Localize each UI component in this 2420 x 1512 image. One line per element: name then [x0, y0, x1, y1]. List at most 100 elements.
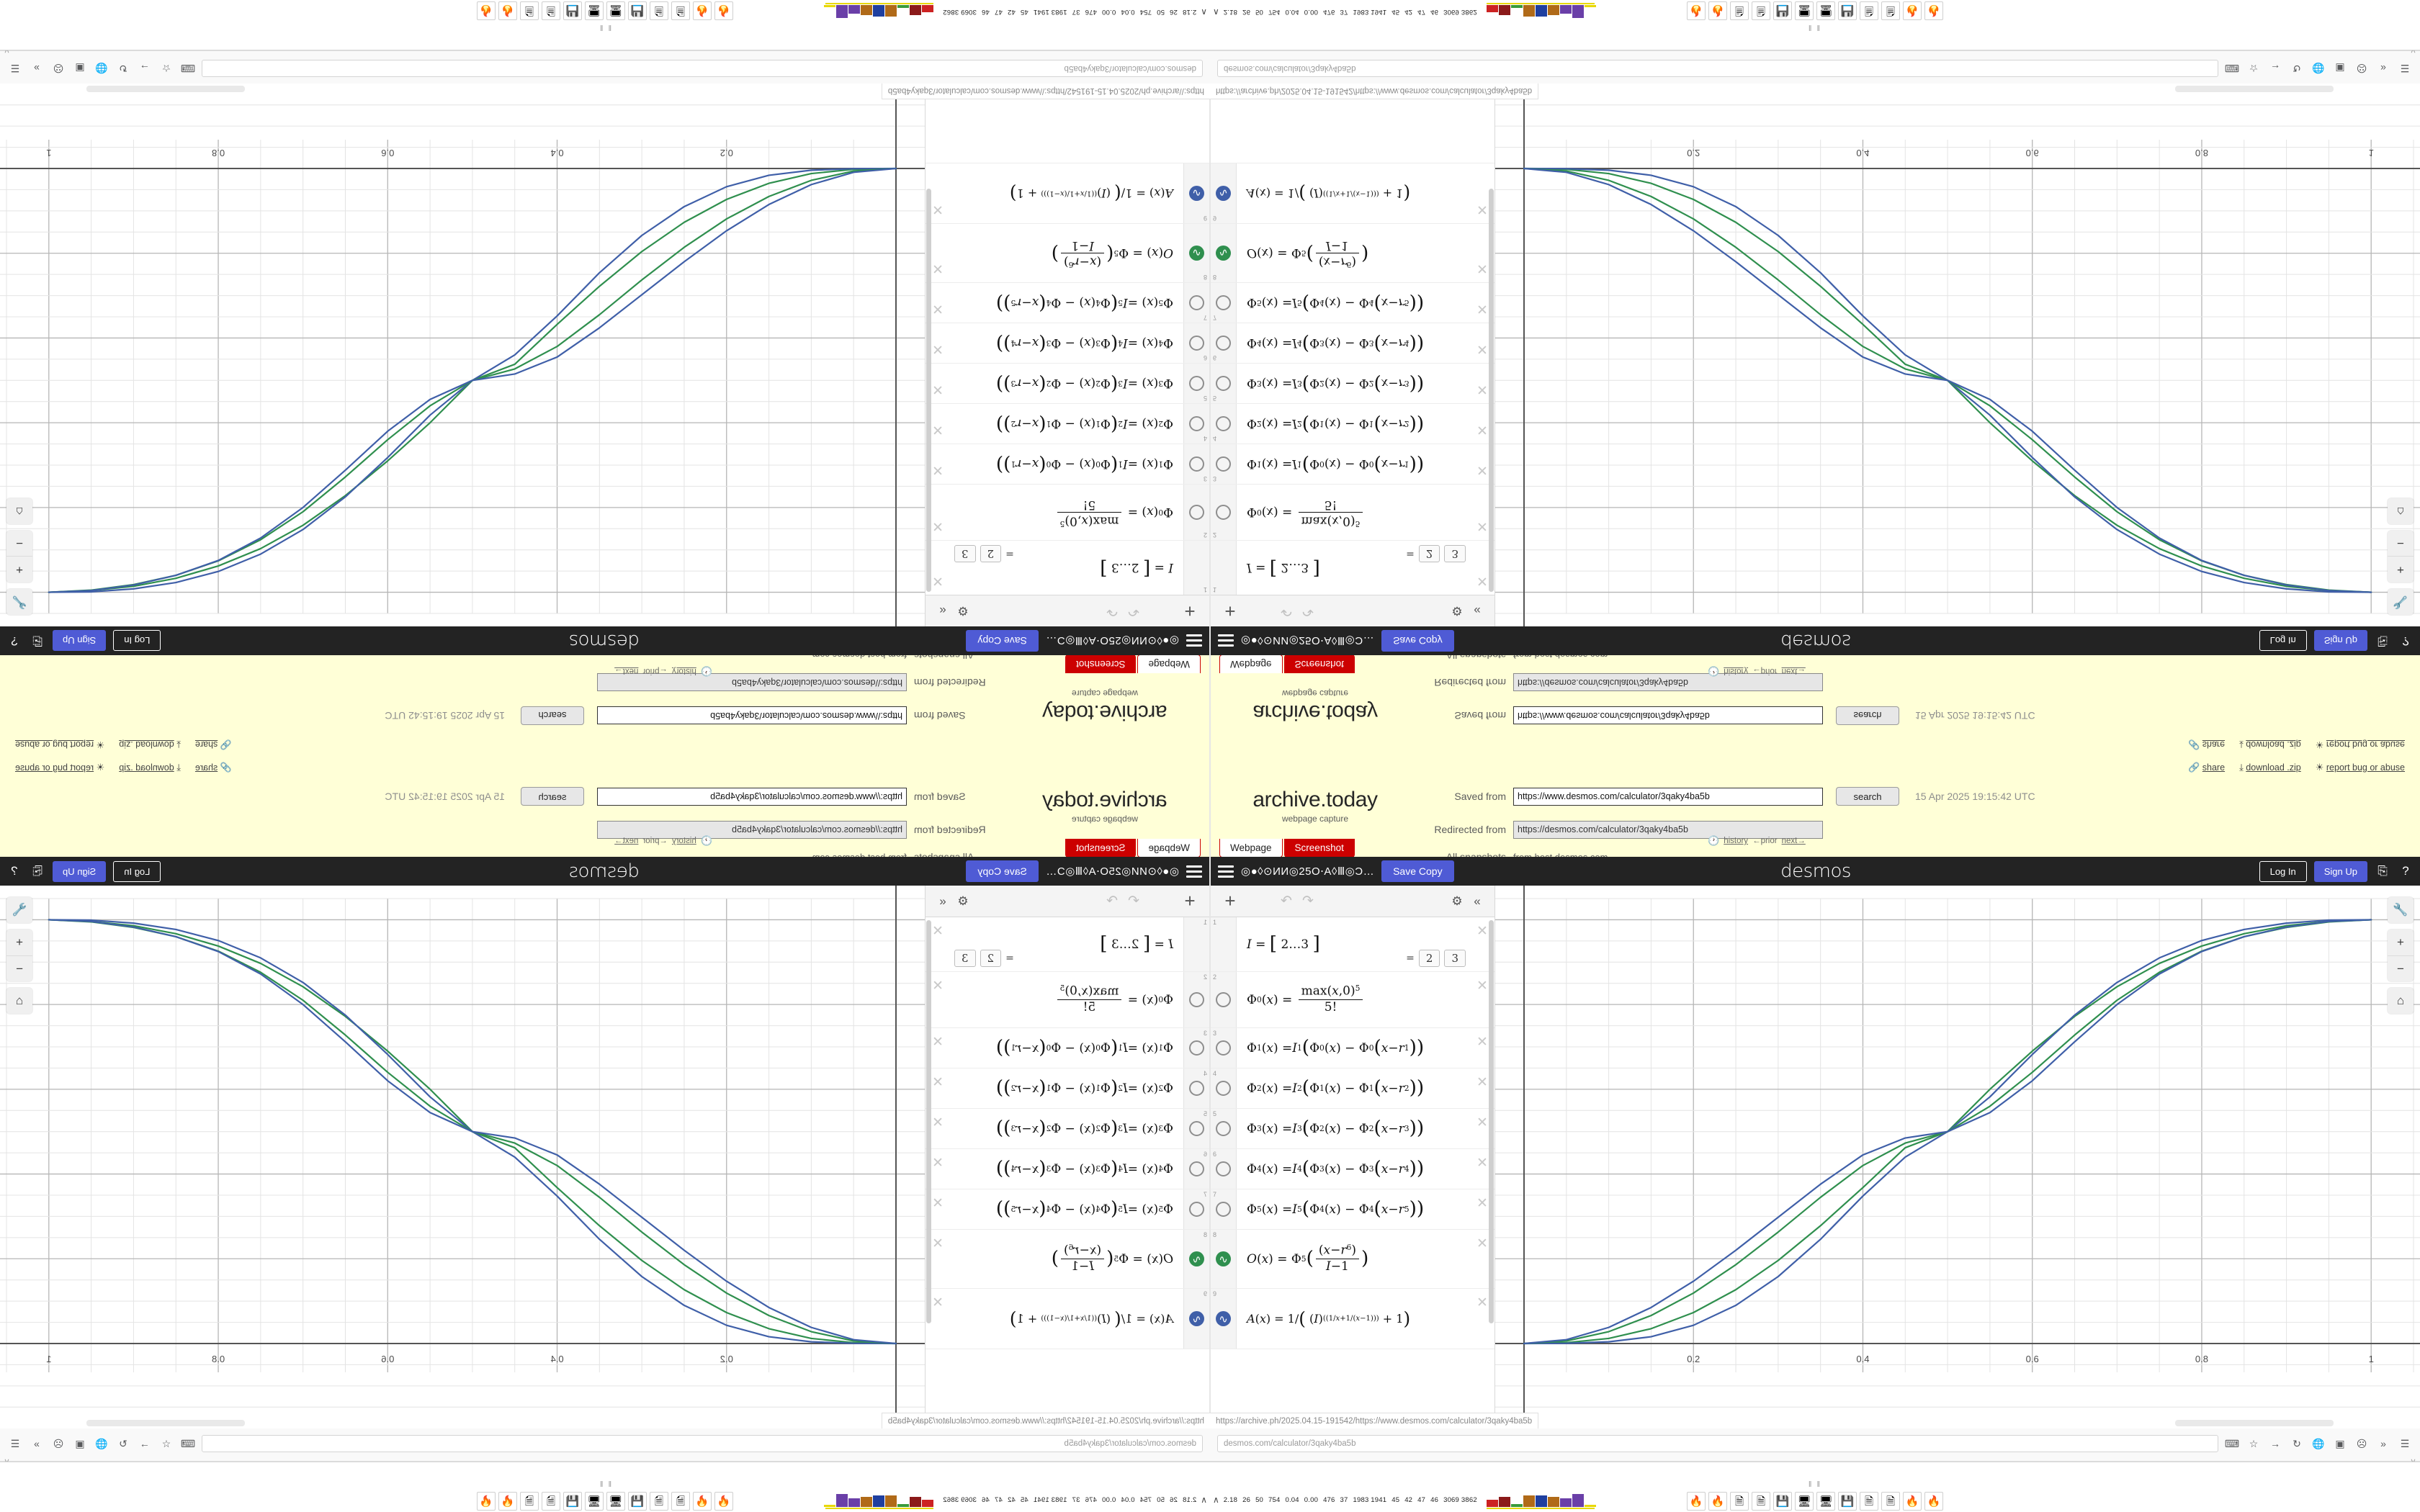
next-link[interactable]: next→	[1781, 837, 1806, 845]
home-icon[interactable]: ⌂	[6, 498, 32, 524]
notepad-icon[interactable]: 🗎	[1730, 1492, 1749, 1511]
expression-row-1[interactable]: 1 I = [ 2…3 ] ✕ = 2	[926, 540, 1209, 595]
eval-value-b[interactable]: 3	[1444, 950, 1466, 967]
translate-icon[interactable]: ⌨	[180, 63, 196, 75]
notepad-icon[interactable]: 🗎	[1860, 1, 1878, 20]
firefox-icon[interactable]: 🔥	[693, 1492, 712, 1511]
plot-toggle-circle[interactable]	[1189, 505, 1204, 520]
firefox-icon[interactable]: 🔥	[1903, 1, 1922, 20]
chevrons-left-icon[interactable]: «	[1474, 604, 1481, 618]
reload-icon[interactable]: ↻	[119, 1437, 127, 1449]
address-bar[interactable]: desmos.com/calculator/3qaky4ba5b	[202, 1435, 1203, 1452]
eval-value-b[interactable]: 3	[954, 545, 976, 562]
expand-tray-icon[interactable]: ∧	[1213, 7, 1219, 17]
browser-tab-active[interactable]	[86, 1420, 245, 1426]
gear-icon[interactable]: ⚙	[957, 894, 969, 908]
globe-icon[interactable]: 🌐	[95, 1437, 108, 1449]
plot-toggle-circle[interactable]	[1189, 295, 1204, 310]
address-bar[interactable]: desmos.com/calculator/3qaky4ba5b	[1217, 60, 2218, 77]
plot-toggle-blue[interactable]	[1216, 186, 1231, 201]
expression-math-9[interactable]: A(x) = 1/( (I) ((1/x+1/(x−1))) + 1)	[1009, 1308, 1173, 1329]
system-monitor-tray[interactable]: ∧ 2.1826507540.040.00476371983 194145424…	[824, 1490, 1207, 1509]
globe-icon[interactable]: 🌐	[2312, 63, 2325, 75]
history-link[interactable]: history	[671, 667, 696, 675]
notepad-icon[interactable]: 🗎	[650, 1492, 668, 1511]
expression-math-8[interactable]: O(x) = Φ 5((x−r6) I−1)	[1051, 1243, 1173, 1274]
floppy-icon[interactable]: 💾	[628, 1492, 647, 1511]
log-in-button[interactable]: Log In	[2259, 860, 2307, 882]
expression-math-6[interactable]: Φ 4(x) = I 4(Φ 3(x) − Φ 3(x − r 4))	[1247, 1158, 1425, 1180]
firefox-icon[interactable]: 🔥	[498, 1, 517, 20]
notepad-icon[interactable]: 🗎	[1881, 1492, 1900, 1511]
share-link[interactable]: 🔗 share	[2188, 762, 2226, 773]
bookmark-star-icon[interactable]: ☆	[161, 63, 171, 75]
tab-webpage[interactable]: Webpage	[1137, 654, 1201, 673]
plot-toggle-circle[interactable]	[1216, 1161, 1231, 1176]
question-circle-icon[interactable]: ?	[11, 634, 18, 648]
overflow-chevron-icon[interactable]: »	[34, 63, 40, 74]
app-menu-icon[interactable]: ☰	[10, 1437, 20, 1449]
add-expression-button[interactable]: +	[1224, 890, 1236, 912]
bookmark-star-icon[interactable]: ☆	[161, 1437, 171, 1449]
graph-canvas[interactable]: 0.2 0.4 0.6 0.8 1 🔧 + −	[1495, 886, 2420, 1428]
expression-math-3[interactable]: Φ 1(x) = I 1(Φ 0(x) − Φ 0(x − r 1))	[995, 1037, 1173, 1059]
plot-toggle-circle[interactable]	[1216, 376, 1231, 391]
expression-list[interactable]: 1 I = [ 2…3 ] ✕ = 2	[1211, 84, 1494, 595]
tab-webpage[interactable]: Webpage	[1219, 654, 1283, 673]
home-icon[interactable]: ⌂	[6, 988, 32, 1014]
notepad-icon[interactable]: 🗎	[520, 1492, 539, 1511]
plot-toggle-circle[interactable]	[1216, 456, 1231, 472]
forward-arrow-icon[interactable]: →	[2270, 63, 2280, 74]
notepad-icon[interactable]: 🗎	[1752, 1, 1770, 20]
next-link[interactable]: next→	[614, 667, 639, 675]
saved-from-input[interactable]: https://www.desmos.com/calculator/3qaky4…	[597, 787, 907, 806]
tab-webpage[interactable]: Webpage	[1137, 839, 1201, 858]
firefox-icon[interactable]: 🔥	[1903, 1492, 1922, 1511]
plot-toggle-circle[interactable]	[1216, 505, 1231, 520]
browser-tab-active[interactable]	[2175, 1420, 2334, 1426]
firefox-icon[interactable]: 🔥	[1924, 1, 1943, 20]
minus-icon[interactable]: −	[2388, 955, 2414, 981]
expression-row-2[interactable]: 2 Φ 0(x) = max(x,0)5 5! ✕	[1211, 972, 1494, 1028]
notepad-icon[interactable]: 🗎	[1730, 1, 1749, 20]
expand-tray-icon[interactable]: ∧	[1201, 7, 1207, 17]
plot-toggle-circle[interactable]	[1216, 416, 1231, 431]
undo-icon[interactable]: ↶	[1128, 603, 1139, 618]
browser-window-quadrant-bottom-left[interactable]: archive.today webpage capture Saved from…	[0, 756, 1210, 1512]
download-zip-link[interactable]: ⤓ download .zip	[2239, 762, 2301, 773]
expression-row-5[interactable]: 5 Φ 3(x) = I 3(Φ 2(x) − Φ 2(x − r 3)) ✕	[1211, 363, 1494, 403]
expression-row-2[interactable]: 2 Φ 0(x) = max(x,0)5 5! ✕	[926, 484, 1209, 540]
firefox-icon[interactable]: 🔥	[477, 1492, 496, 1511]
notepad-icon[interactable]: 🗎	[671, 1, 690, 20]
workspace-pager[interactable]: ‖ ‖	[598, 23, 612, 32]
redo-icon[interactable]: ↷	[1302, 894, 1314, 909]
hamburger-menu-icon[interactable]	[1186, 865, 1202, 878]
globe-icon[interactable]: 🌐	[95, 63, 108, 75]
translate-icon[interactable]: ⌨	[2224, 1437, 2240, 1449]
terminal-icon[interactable]: 🖥	[1795, 1, 1814, 20]
browser-tab-active[interactable]	[86, 86, 245, 92]
bookmark-star-icon[interactable]: ☆	[2249, 63, 2259, 75]
search-button[interactable]: search	[521, 787, 584, 806]
browser-window-quadrant-top-right[interactable]: archive.today webpage capture Saved from…	[1210, 0, 2420, 756]
document-title[interactable]: ◎●◊⊙ИИ◎25О⋅А◊Ⅲ◎Ͻ…	[1241, 634, 1375, 647]
share-square-icon[interactable]: ⎘	[32, 864, 42, 878]
expression-row-8[interactable]: 8 O(x) = Φ5((x−r6)I−1) ✕	[926, 1230, 1209, 1289]
prior-link[interactable]: ←prior	[642, 667, 668, 675]
floppy-icon[interactable]: 💾	[628, 1, 647, 20]
reload-icon[interactable]: ↻	[119, 63, 127, 75]
terminal-icon[interactable]: 🖥	[606, 1, 625, 20]
share-square-icon[interactable]: ⎘	[2378, 634, 2388, 648]
history-link[interactable]: history	[1724, 667, 1749, 675]
floppy-icon[interactable]: 💾	[1773, 1, 1792, 20]
firefox-icon[interactable]: 🔥	[714, 1492, 733, 1511]
delete-expression-icon[interactable]: ✕	[1476, 1295, 1488, 1310]
wrench-icon[interactable]: 🔧	[6, 897, 32, 923]
tab-screenshot[interactable]: Screenshot	[1283, 654, 1355, 673]
redo-icon[interactable]: ↷	[1106, 894, 1118, 909]
add-expression-button[interactable]: +	[1224, 600, 1236, 622]
terminal-icon[interactable]: 🖥	[1816, 1492, 1835, 1511]
browser-window-quadrant-top-left[interactable]: archive.today webpage capture Saved from…	[0, 0, 1210, 756]
